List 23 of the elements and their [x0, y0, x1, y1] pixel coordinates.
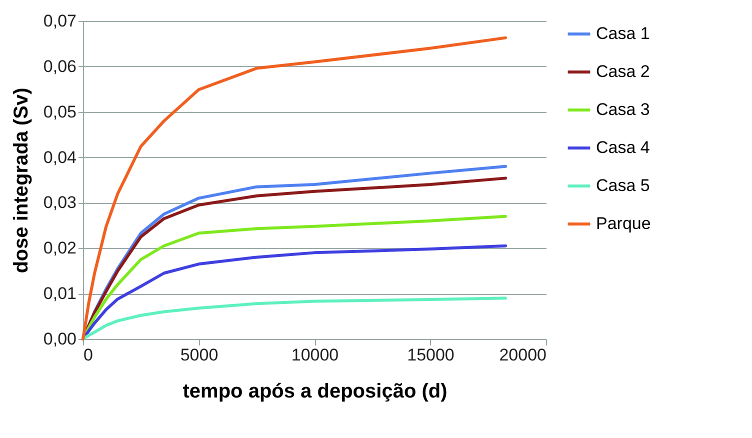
legend-label: Casa 4 — [596, 138, 650, 157]
line-series — [82, 36, 507, 340]
y-tick-label: 0,02 — [43, 238, 76, 258]
legend-label: Casa 2 — [596, 62, 650, 81]
legend-label: Parque — [596, 214, 651, 233]
x-tick-label: 15000 — [407, 346, 454, 364]
y-tick-label: 0,06 — [43, 56, 76, 76]
legend-label: Casa 1 — [596, 24, 650, 43]
y-tick-label: 0,00 — [43, 330, 76, 348]
y-axis-title: dose integrada (Sv) — [10, 88, 32, 274]
x-axis-title: tempo após a deposição (d) — [182, 380, 448, 402]
y-tick-label: 0,03 — [43, 193, 76, 212]
legend-label: Casa 3 — [596, 100, 650, 119]
legend-label: Casa 5 — [596, 176, 650, 195]
y-tick-label: 0,01 — [43, 284, 76, 304]
line-series — [82, 296, 507, 340]
y-tick-label: 0,05 — [43, 102, 76, 122]
x-tick-label: 10000 — [291, 346, 339, 364]
x-tick-label: 0 — [84, 346, 93, 364]
x-tick-label: 20000 — [499, 346, 546, 364]
y-tick-label: 0,07 — [43, 12, 76, 30]
y-tick-label: 0,04 — [43, 148, 76, 167]
x-tick-label: 5000 — [180, 346, 218, 364]
